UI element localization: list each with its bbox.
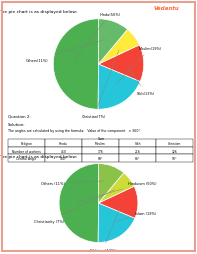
Wedge shape	[98, 65, 140, 110]
Wedge shape	[98, 186, 138, 218]
Wedge shape	[98, 164, 124, 203]
Text: The pie chart is as displayed below:: The pie chart is as displayed below:	[0, 154, 77, 158]
Wedge shape	[98, 20, 127, 65]
Text: Christianity (7%): Christianity (7%)	[34, 190, 115, 223]
Text: Vedantu: Vedantu	[154, 6, 179, 11]
Text: Sikhism (13%): Sikhism (13%)	[90, 205, 121, 252]
Text: Muslim(19%): Muslim(19%)	[115, 47, 162, 85]
Wedge shape	[53, 20, 98, 110]
Text: Hinduism (50%): Hinduism (50%)	[78, 182, 156, 202]
Wedge shape	[59, 164, 98, 243]
Text: Sikh(13%): Sikh(13%)	[127, 67, 155, 96]
Text: Islam (19%): Islam (19%)	[114, 211, 156, 222]
Wedge shape	[98, 173, 134, 203]
Text: The pie chart is as displayed below:: The pie chart is as displayed below:	[0, 9, 77, 13]
Text: Others(11%): Others(11%)	[26, 40, 105, 62]
Wedge shape	[98, 46, 144, 82]
Text: Sum: Sum	[98, 136, 105, 140]
Text: Question 2:: Question 2:	[8, 114, 31, 118]
Text: The angles are calculated by using the formula:   Value of the component   × 360: The angles are calculated by using the f…	[8, 129, 140, 133]
Wedge shape	[98, 203, 135, 243]
Wedge shape	[98, 30, 139, 65]
Text: Christian(7%): Christian(7%)	[82, 51, 119, 119]
Text: Others (11%): Others (11%)	[41, 181, 104, 186]
Text: Solution:: Solution:	[8, 122, 25, 126]
Text: Hindu(50%): Hindu(50%)	[73, 13, 120, 62]
